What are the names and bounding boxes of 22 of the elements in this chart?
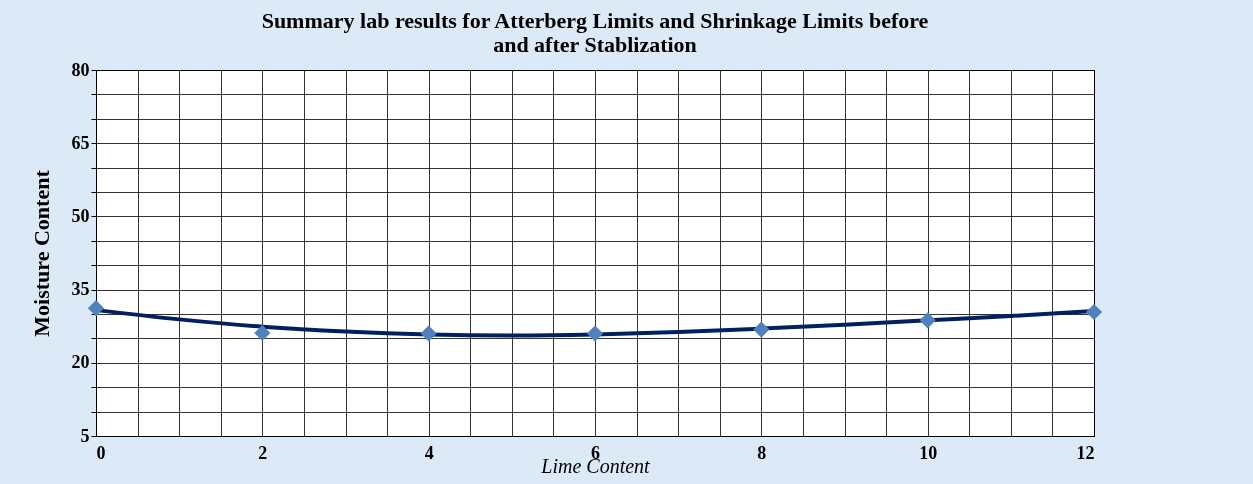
text: Summary lab results for Atterberg Limits and Shrinkage Limits before [261,8,929,33]
y-tick-label: 50 [71,205,90,226]
y-tick-label: 65 [71,132,90,153]
x-tick-label: 4 [424,442,434,463]
point [919,312,936,329]
point [753,321,770,338]
y-tick-label: 35 [71,279,90,300]
x-tick-label: 2 [258,442,268,463]
point [87,300,105,317]
y-tick-label: 20 [71,352,90,373]
point [254,324,271,342]
point [1085,303,1103,321]
text: and after Stablization [493,32,697,57]
x-tick-label: 0 [96,442,106,463]
x-tick-label: 10 [919,442,938,463]
x-tick-label: 8 [757,442,767,463]
x-tick-label: 12 [1076,442,1095,463]
point [586,325,604,342]
y-tick-label: 80 [71,59,90,80]
y-tick-label: 5 [80,425,90,446]
y-axis-title: Moisture Content [28,169,54,337]
point [420,325,437,342]
